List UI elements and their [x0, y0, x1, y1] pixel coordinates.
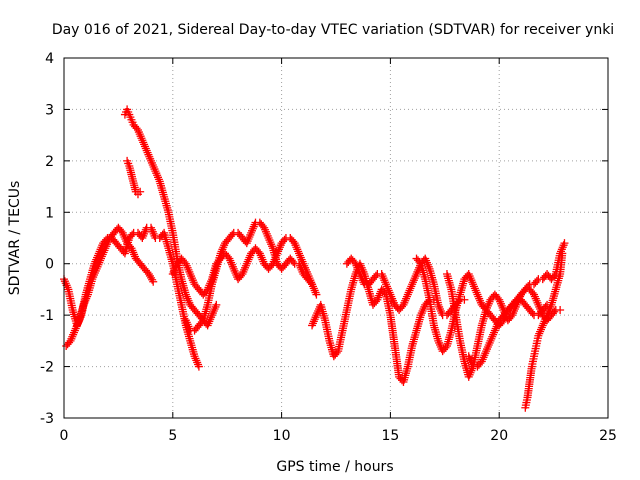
plot-frame	[63, 57, 609, 419]
x-tick-label: 10	[273, 428, 291, 444]
y-tick-label: 0	[45, 257, 54, 273]
axis-ticks: 0 5 10 15 20 25 -3 -2 -1 0 1 2 3 4	[40, 51, 617, 444]
x-tick-label: 0	[60, 428, 69, 444]
data-points-layer	[60, 105, 569, 412]
data-point	[128, 230, 137, 239]
data-point	[212, 300, 221, 309]
data-point	[460, 295, 469, 304]
data-point	[524, 282, 533, 290]
data-point	[312, 290, 321, 299]
y-tick-label: 1	[45, 205, 54, 221]
data-point	[228, 230, 237, 239]
x-tick-label: 20	[490, 428, 508, 444]
data-point	[289, 258, 298, 266]
y-tick-label: 4	[45, 51, 54, 67]
grid-layer	[64, 58, 608, 418]
data-point	[556, 306, 565, 314]
chart-title: Day 016 of 2021, Sidereal Day-to-day VTE…	[52, 22, 614, 38]
data-point	[550, 307, 559, 316]
data-point	[371, 271, 380, 280]
data-point	[560, 239, 569, 248]
data-point	[194, 362, 203, 371]
data-point	[136, 187, 145, 196]
y-tick-label: 3	[45, 102, 54, 118]
y-tick-label: -1	[40, 308, 54, 324]
y-tick-label: 2	[45, 154, 54, 170]
data-point	[280, 235, 289, 244]
data-point	[332, 348, 341, 357]
x-axis-title: GPS time / hours	[276, 459, 393, 475]
x-tick-label: 5	[168, 428, 177, 444]
y-tick-label: -2	[40, 360, 54, 376]
data-point	[528, 309, 537, 318]
data-point	[532, 276, 541, 285]
y-tick-label: -3	[40, 411, 54, 427]
data-point	[148, 275, 157, 284]
data-point	[558, 249, 567, 258]
x-tick-label: 25	[599, 428, 617, 444]
data-point	[149, 277, 158, 286]
y-axis-title: SDTVAR / TECUs	[7, 181, 23, 296]
x-tick-label: 15	[381, 428, 399, 444]
